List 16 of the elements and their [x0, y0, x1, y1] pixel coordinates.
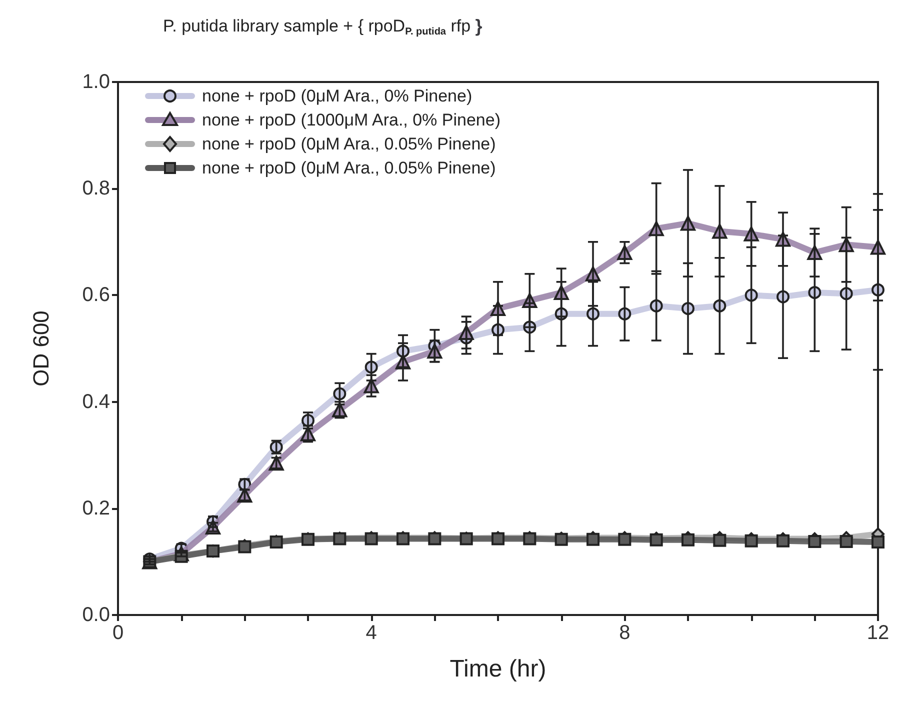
x-tick-label: 0	[112, 622, 124, 644]
legend-label: none + rpoD (0μM Ara., 0.05% Pinene)	[202, 134, 496, 154]
x-tick-label: 12	[866, 622, 890, 644]
x-axis-title: Time (hr)	[450, 656, 546, 682]
legend-label: none + rpoD (0μM Ara., 0% Pinene)	[202, 86, 472, 106]
y-tick-label: 0.0	[82, 604, 110, 626]
x-tick-label: 8	[619, 622, 630, 644]
y-tick-label: 0.4	[82, 390, 110, 413]
y-tick-label: 0.8	[82, 178, 110, 200]
legend-label: none + rpoD (0μM Ara., 0.05% Pinene)	[202, 158, 496, 178]
y-axis-title: OD 600	[28, 310, 54, 386]
x-tick-label: 4	[366, 622, 377, 644]
y-tick-label: 1.0	[82, 71, 110, 93]
y-tick-label: 0.6	[82, 284, 110, 306]
legend-label: none + rpoD (1000μM Ara., 0% Pinene)	[202, 110, 500, 130]
y-tick-label: 0.2	[82, 497, 110, 520]
